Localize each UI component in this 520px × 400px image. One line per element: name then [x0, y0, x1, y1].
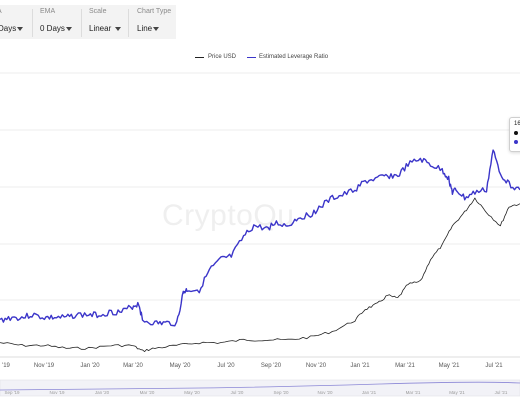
navigator-tick-label: Nov '19: [49, 390, 65, 395]
navigator-leverage-line: [0, 381, 520, 391]
x-tick-label: Mar '21: [395, 363, 415, 369]
navigator-tick-label: Jan '21: [362, 390, 377, 395]
tooltip-price-dot: [514, 131, 518, 135]
navigator-tick-label: Nov '20: [317, 390, 333, 395]
x-axis-ticks: '19 Nov '19 Jan '20 Mar '20 May '20 Jul '20 Se…: [2, 363, 503, 369]
price-legend-swatch: [195, 57, 204, 58]
ema-caret-icon: [66, 27, 72, 31]
navigator-tick-label: May '21: [449, 390, 465, 395]
scale-caret-icon: [115, 27, 121, 31]
legend-item-leverage[interactable]: Estimated Leverage Ratio: [259, 54, 329, 60]
toolbar-divider: [32, 9, 33, 37]
sma-caret-icon: [17, 27, 23, 31]
navigator-tick-label: Jul '21: [495, 390, 508, 395]
chart-type-control[interactable]: Chart Type Line: [129, 5, 176, 39]
navigator-tick-label: Jan '20: [95, 390, 110, 395]
price-usd-line: [0, 197, 520, 352]
navigator-tick-label: Jul '20: [231, 390, 244, 395]
range-navigator: Sep '19 Nov '19 Jan '20 Mar '20 May '20 Jul '…: [0, 379, 520, 397]
x-tick-label: Nov '19: [34, 363, 55, 369]
x-tick-label: May '20: [170, 363, 191, 369]
tooltip-leverage-dot: [514, 140, 518, 144]
chart-type-caret-icon: [153, 27, 159, 31]
grid-lines: [0, 72, 520, 358]
sma-value: Days: [0, 24, 17, 33]
scale-control[interactable]: Scale Linear: [82, 5, 128, 39]
x-tick-label: Nov '20: [306, 363, 327, 369]
scale-value: Linear: [89, 24, 112, 33]
tooltip-date: 16: [514, 121, 520, 127]
navigator-tick-label: Sep '19: [4, 390, 20, 395]
toolbar-divider: [128, 9, 129, 37]
sma-label: A: [0, 8, 2, 15]
navigator-tick-label: May '20: [184, 390, 200, 395]
ema-value: 0 Days: [40, 24, 65, 33]
leverage-ratio-line: [0, 149, 520, 327]
scale-label: Scale: [89, 8, 107, 15]
navigator-tick-label: Sep '20: [273, 390, 289, 395]
watermark-logo: CryptoQu: [162, 199, 295, 232]
navigator-tick-label: Mar '21: [406, 390, 421, 395]
x-tick-label: May '21: [439, 363, 460, 369]
x-tick-label: Jul '20: [217, 363, 235, 369]
x-tick-label: Jan '20: [80, 363, 100, 369]
sma-control[interactable]: A Days: [0, 5, 34, 39]
hover-tooltip: 16: [509, 117, 520, 152]
legend-item-price[interactable]: Price USD: [208, 54, 237, 60]
ema-label: EMA: [40, 8, 56, 15]
toolbar-divider: [81, 9, 82, 37]
x-tick-label: Jul '21: [485, 363, 503, 369]
leverage-legend-swatch: [247, 57, 256, 58]
x-tick-label: Mar '20: [123, 363, 143, 369]
ema-control[interactable]: EMA 0 Days: [33, 5, 81, 39]
x-tick-label: Sep '20: [261, 363, 282, 369]
navigator-tick-label: Mar '20: [140, 390, 155, 395]
x-tick-label: '19: [2, 363, 10, 369]
chart-type-value: Line: [137, 24, 153, 33]
chart-type-label: Chart Type: [137, 8, 172, 15]
series-lines: [0, 149, 520, 352]
x-tick-label: Jan '21: [350, 363, 370, 369]
chart-controls-toolbar: A Days EMA 0 Days Scale Linear Chart Typ…: [0, 5, 176, 39]
